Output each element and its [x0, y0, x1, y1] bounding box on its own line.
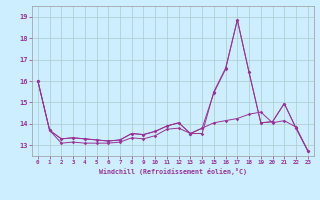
X-axis label: Windchill (Refroidissement éolien,°C): Windchill (Refroidissement éolien,°C) [99, 168, 247, 175]
